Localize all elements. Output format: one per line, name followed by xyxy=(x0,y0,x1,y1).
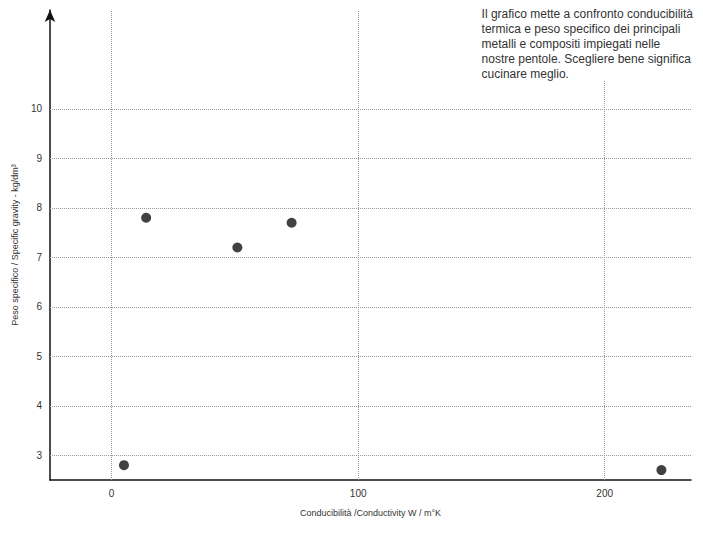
svg-text:8: 8 xyxy=(36,202,42,213)
svg-text:4: 4 xyxy=(36,400,42,411)
svg-text:5: 5 xyxy=(36,351,42,362)
svg-text:200: 200 xyxy=(596,488,613,499)
svg-text:Conducibilità /Conductivity W: Conducibilità /Conductivity W / m°K xyxy=(300,508,441,518)
svg-text:cucinare meglio.: cucinare meglio. xyxy=(482,67,569,81)
svg-text:10: 10 xyxy=(31,103,43,114)
svg-text:nostre pentole. Scegliere bene: nostre pentole. Scegliere bene significa xyxy=(482,52,692,66)
svg-text:9: 9 xyxy=(36,153,42,164)
svg-text:3: 3 xyxy=(36,450,42,461)
svg-text:6: 6 xyxy=(36,301,42,312)
svg-text:7: 7 xyxy=(36,252,42,263)
svg-text:0: 0 xyxy=(109,488,115,499)
svg-text:Il grafico mette a confronto c: Il grafico mette a confronto conducibili… xyxy=(482,7,694,21)
svg-text:100: 100 xyxy=(350,488,367,499)
svg-text:Peso specifico / Specific grav: Peso specifico / Specific gravity - kg/d… xyxy=(10,164,20,326)
svg-text:metalli e compositi impiegati: metalli e compositi impiegati nelle xyxy=(482,37,661,51)
svg-text:termica e peso specifico dei p: termica e peso specifico dei principali xyxy=(482,22,681,36)
